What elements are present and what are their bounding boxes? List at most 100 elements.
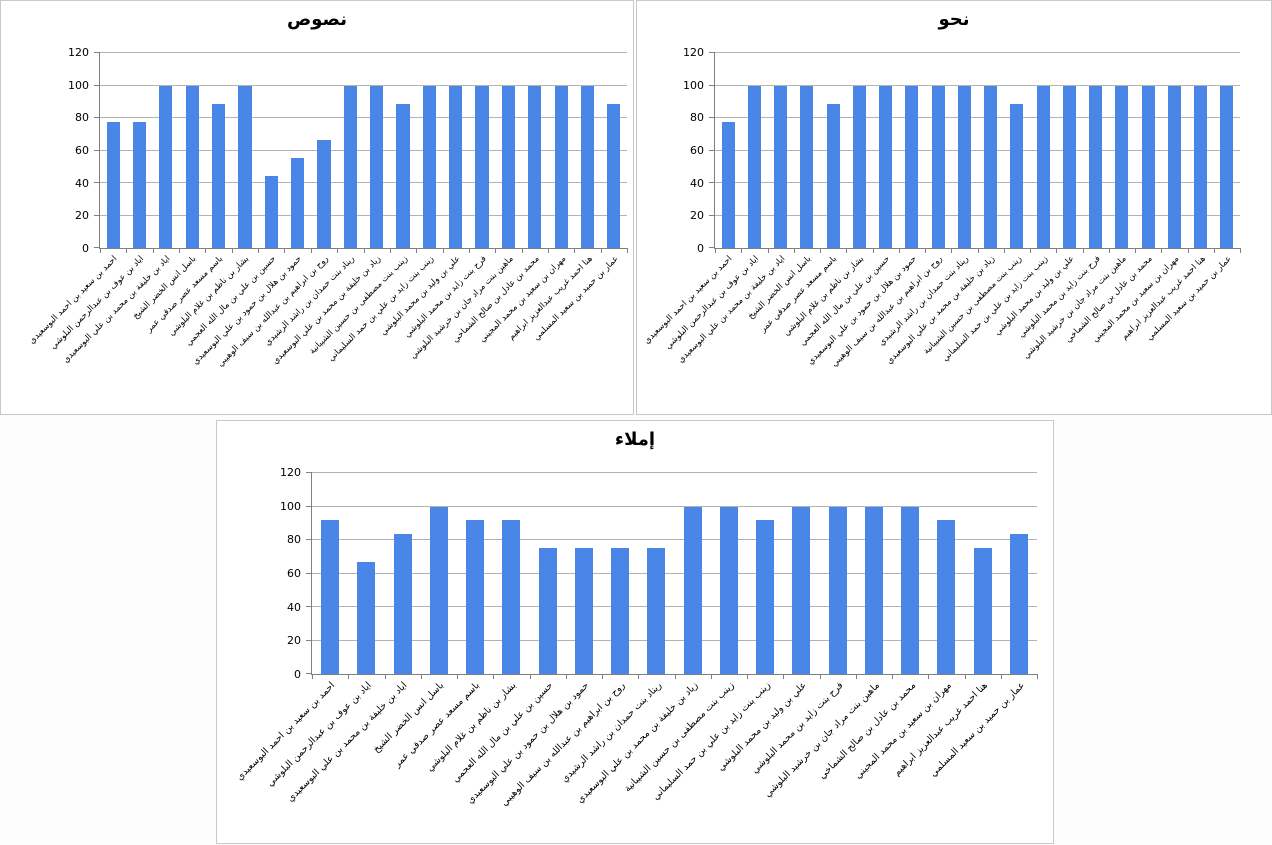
bar	[937, 520, 956, 674]
gridline	[715, 182, 1240, 184]
y-axis-tick-label: 80	[287, 533, 301, 547]
bar	[905, 85, 919, 248]
x-axis-tick-mark	[348, 674, 350, 679]
bar	[721, 121, 735, 248]
x-axis-tick-mark	[493, 674, 495, 679]
x-axis-tick-mark	[898, 248, 900, 253]
bar	[580, 85, 595, 248]
x-axis-tick-mark	[258, 248, 260, 253]
gridline	[100, 182, 627, 184]
y-axis: 0 20 40 60 80 100 120	[666, 47, 712, 255]
x-axis-tick-mark	[600, 248, 602, 253]
bar	[756, 520, 775, 674]
x-axis-tick-mark	[638, 674, 640, 679]
x-axis-tick-mark	[100, 248, 101, 253]
x-axis-labels: احمد بن سعيد بن احمد البوسعيدي اياد بن عو…	[27, 252, 627, 414]
bar	[343, 85, 357, 248]
bar	[501, 85, 515, 248]
bar	[826, 103, 840, 248]
bar	[792, 506, 811, 674]
x-axis-tick-mark	[547, 248, 549, 253]
bar	[1141, 85, 1155, 248]
gridline	[100, 52, 627, 53]
x-axis-tick-mark	[892, 674, 893, 679]
y-axis-tick-mark	[94, 214, 100, 216]
chart-panel-imlaa: إملاء 0 20 40 60 80 100 120 احمد بن سعيد بن اح…	[216, 420, 1054, 844]
x-axis-tick-mark	[767, 248, 769, 253]
y-axis-tick-label: 60	[287, 567, 301, 580]
x-axis-tick-mark	[783, 674, 785, 679]
bar	[370, 85, 384, 248]
y-axis-tick-label: 80	[690, 111, 704, 125]
x-axis-tick-mark	[521, 248, 523, 253]
bar	[719, 506, 738, 674]
bar	[607, 103, 621, 248]
bar	[429, 506, 448, 674]
x-axis-tick-mark	[337, 248, 339, 253]
x-axis-tick-mark	[747, 674, 748, 679]
plot-area	[94, 52, 628, 253]
y-axis-tick-label: 0	[82, 242, 89, 255]
x-axis-tick-mark	[951, 248, 953, 253]
x-axis-tick-mark	[928, 674, 930, 679]
x-axis-tick-mark	[710, 674, 712, 679]
x-axis-tick-mark	[1082, 248, 1084, 253]
bar	[611, 548, 630, 674]
y-axis-tick-label: 40	[287, 600, 301, 614]
y-axis-tick-label: 120	[683, 46, 704, 59]
bar	[132, 121, 147, 248]
gridline	[715, 52, 1240, 53]
x-axis-labels: احمد بن سعيد بن احمد البوسعيدي اياد بن عو…	[642, 252, 1240, 414]
gridline	[715, 214, 1240, 216]
x-axis-tick-mark	[819, 674, 821, 679]
x-axis-tick-mark	[529, 674, 531, 679]
x-axis-tick-mark	[442, 248, 444, 253]
bar	[466, 520, 485, 674]
y-axis-tick-label: 100	[280, 499, 301, 513]
y-axis-tick-mark	[306, 572, 312, 574]
bar	[1220, 85, 1234, 248]
chart-panel-nahw: نحو 0 20 40 60 80 100 120 احمد بن سعيد بن احمد…	[636, 0, 1272, 415]
y-axis-tick-mark	[94, 84, 100, 86]
y-axis-tick-mark	[94, 52, 100, 53]
x-axis-tick-mark	[468, 248, 470, 253]
plot-area	[709, 52, 1241, 253]
plot-area	[306, 472, 1038, 679]
y-axis-tick-mark	[709, 182, 715, 184]
x-axis-tick-mark	[416, 248, 418, 253]
y-axis-tick-label: 60	[75, 144, 89, 157]
gridline	[100, 84, 627, 86]
x-axis-label: زينب بنت مصطفى بن حسين الشيبانية	[921, 254, 1024, 357]
x-axis-tick-mark	[674, 674, 676, 679]
y-axis-tick-mark	[709, 214, 715, 216]
y-axis-tick-mark	[94, 117, 100, 119]
gridline	[312, 639, 1037, 641]
y-axis-tick-label: 100	[683, 78, 704, 92]
x-axis-tick-mark	[964, 674, 966, 679]
x-axis-tick-mark	[495, 248, 497, 253]
x-axis-tick-mark	[715, 248, 716, 253]
gridline	[715, 117, 1240, 119]
bar	[393, 534, 412, 674]
x-axis-tick-mark	[179, 248, 181, 253]
x-axis-tick-mark	[574, 248, 576, 253]
y-axis-tick-mark	[94, 247, 100, 248]
gridline	[100, 149, 627, 151]
bar	[1115, 85, 1129, 248]
x-axis-label: زينب بنت مصطفى بن حسين الشيبانية	[307, 254, 410, 357]
y-axis-tick-mark	[306, 539, 312, 541]
bar	[185, 85, 199, 248]
x-axis-tick-mark	[977, 248, 979, 253]
x-axis-label: اياد بن خليفة بن محمد بن علي البوسعيدي	[60, 254, 173, 366]
x-axis-label: اياد بن خليفة بن محمد بن علي البوسعيدي	[675, 254, 787, 366]
y-axis-tick-label: 60	[690, 144, 704, 157]
bar	[449, 85, 463, 248]
bar	[747, 85, 761, 248]
y-axis-tick-mark	[306, 639, 312, 641]
x-axis-tick-mark	[1108, 248, 1110, 253]
x-axis-labels: احمد بن سعيد بن احمد البوسعيدي اياد بن عو…	[234, 678, 1037, 843]
chart-panel-nosoos: نصوص 0 20 40 60 80 100 120 احمد بن سعيد بن احم…	[0, 0, 634, 415]
bar	[647, 548, 666, 674]
gridline	[715, 84, 1240, 86]
